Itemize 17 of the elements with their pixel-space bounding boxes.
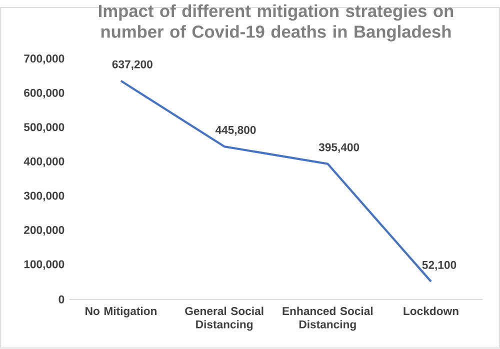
data-label: 637,200: [112, 60, 152, 70]
data-label: 445,800: [215, 126, 256, 136]
x-tick-label: Enhanced Social Distancing: [282, 306, 373, 331]
y-tick-label: 600,000: [24, 88, 64, 99]
data-label: 52,100: [422, 261, 456, 271]
x-tick-label: Lockdown: [404, 306, 458, 316]
y-tick-label: 500,000: [24, 123, 64, 133]
x-tick-label: No Mitigation: [86, 306, 156, 318]
y-tick-label: 100,000: [24, 260, 64, 270]
x-tick-label: General Social Distancing: [185, 306, 264, 331]
y-tick-label: 200,000: [24, 226, 64, 236]
chart-title: Impact of different mitigation strategies on number of Covid-19 deaths in Bangladesh: [98, 4, 454, 42]
y-tick-label: 300,000: [24, 192, 64, 202]
y-tick-label: 400,000: [24, 158, 64, 168]
y-tick-label: 0: [58, 296, 64, 304]
data-label: 395,400: [318, 143, 360, 154]
y-tick-label: 700,000: [24, 54, 64, 64]
